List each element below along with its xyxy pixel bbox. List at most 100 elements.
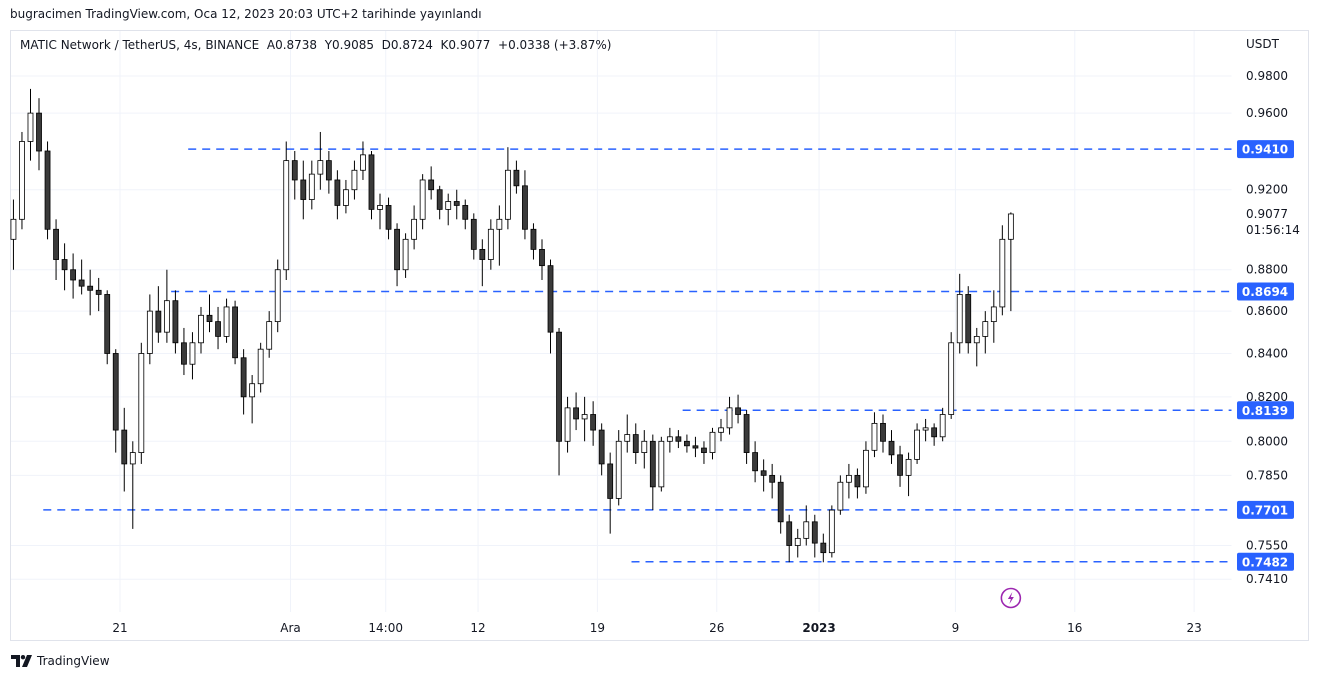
lightning-icon[interactable] xyxy=(1000,587,1022,609)
candle xyxy=(539,239,545,280)
candle xyxy=(129,441,136,529)
candle xyxy=(436,185,443,220)
candle xyxy=(504,147,511,230)
price-axis[interactable]: USDT 0.9800 0.9600 0.9200 0.8800 0.8600 0.840… xyxy=(1237,37,1300,586)
candle xyxy=(274,259,281,333)
candle-body xyxy=(948,342,955,415)
candle-body xyxy=(530,228,537,250)
price-level-badge xyxy=(1237,401,1294,420)
candle xyxy=(291,151,298,200)
candle-body xyxy=(27,112,34,142)
candle-body xyxy=(189,342,196,365)
candle xyxy=(607,452,614,534)
candle xyxy=(19,131,25,230)
candle xyxy=(863,441,869,494)
candle-body xyxy=(334,179,341,206)
candle xyxy=(854,468,861,499)
candle-body xyxy=(198,314,204,344)
candle-body xyxy=(854,474,861,488)
candle xyxy=(181,327,187,376)
candle xyxy=(394,223,400,287)
candle-body xyxy=(411,218,418,240)
candle xyxy=(317,131,324,190)
candle xyxy=(428,166,435,200)
price-tick-label: 0.8600 xyxy=(1246,304,1288,318)
legend-high: Y0.9085 xyxy=(324,38,375,52)
candle-body xyxy=(351,169,358,191)
candle xyxy=(590,401,597,446)
price-level-label: 0.8139 xyxy=(1242,404,1288,418)
price-level-label: 0.9410 xyxy=(1242,143,1288,157)
price-level-label: 0.8694 xyxy=(1242,285,1288,299)
time-tick-label: 23 xyxy=(1187,621,1202,635)
price-level-label: 0.7482 xyxy=(1242,555,1288,569)
candle xyxy=(87,269,94,316)
legend-change: +0.0338 (+3.87%) xyxy=(498,38,612,52)
candle xyxy=(888,430,895,464)
candle xyxy=(402,233,409,278)
candle xyxy=(223,298,230,343)
candle-body xyxy=(325,160,332,181)
candle xyxy=(897,445,903,487)
candle-body xyxy=(905,458,912,476)
candle xyxy=(556,327,562,476)
price-level-badge xyxy=(1237,552,1294,571)
candle-body xyxy=(658,440,665,488)
price-tick-label: 0.9800 xyxy=(1246,69,1288,83)
candle xyxy=(649,434,656,511)
price-tick-label: 0.7550 xyxy=(1246,539,1288,553)
candle-body xyxy=(419,179,426,220)
candle xyxy=(138,342,145,464)
candle xyxy=(820,533,827,563)
brand-name: TradingView xyxy=(37,654,110,668)
candle xyxy=(155,286,162,343)
candle-body xyxy=(504,169,511,220)
tradingview-logo[interactable]: TradingView xyxy=(11,654,110,668)
candle xyxy=(240,349,247,415)
candle xyxy=(121,407,128,492)
candle xyxy=(53,219,59,280)
candle xyxy=(419,174,426,230)
candle-body xyxy=(573,407,579,420)
candle xyxy=(368,151,375,220)
candle-body xyxy=(112,353,119,431)
candle-body xyxy=(215,321,221,337)
candle-body xyxy=(138,353,145,453)
candle-body xyxy=(897,454,903,476)
candle xyxy=(598,423,605,476)
candle xyxy=(360,141,366,180)
time-axis[interactable]: 21 Ara 14:00 12 19 26 2023 9 16 23 xyxy=(112,621,1201,635)
candle xyxy=(564,396,571,453)
time-tick-label: 2023 xyxy=(802,621,835,635)
price-tick-label: 0.7410 xyxy=(1246,572,1288,586)
candle xyxy=(786,514,793,563)
candle-body xyxy=(78,279,85,287)
candle-body xyxy=(837,481,844,511)
candle-body xyxy=(181,342,187,365)
price-level-label: 0.7701 xyxy=(1242,503,1288,517)
candle-body xyxy=(129,452,136,465)
candle xyxy=(615,430,622,506)
candle-body xyxy=(70,269,77,281)
candle-body xyxy=(240,357,247,398)
candle xyxy=(931,423,938,446)
candle xyxy=(803,505,810,546)
candle-body xyxy=(956,294,963,344)
candle-body xyxy=(692,445,699,449)
price-tick-label: 0.9200 xyxy=(1246,183,1288,197)
chart-frame xyxy=(10,30,1309,641)
candle xyxy=(351,160,358,200)
candle xyxy=(718,418,724,442)
candle xyxy=(530,223,537,260)
price-level-badge xyxy=(1237,500,1294,519)
candle-body xyxy=(146,310,153,354)
candle xyxy=(325,151,332,194)
candle xyxy=(990,290,997,343)
candle-body xyxy=(343,189,349,206)
candle-body xyxy=(845,474,852,483)
candle xyxy=(496,205,503,266)
candle xyxy=(675,430,682,449)
candle-body xyxy=(666,436,673,442)
candle xyxy=(522,170,528,240)
